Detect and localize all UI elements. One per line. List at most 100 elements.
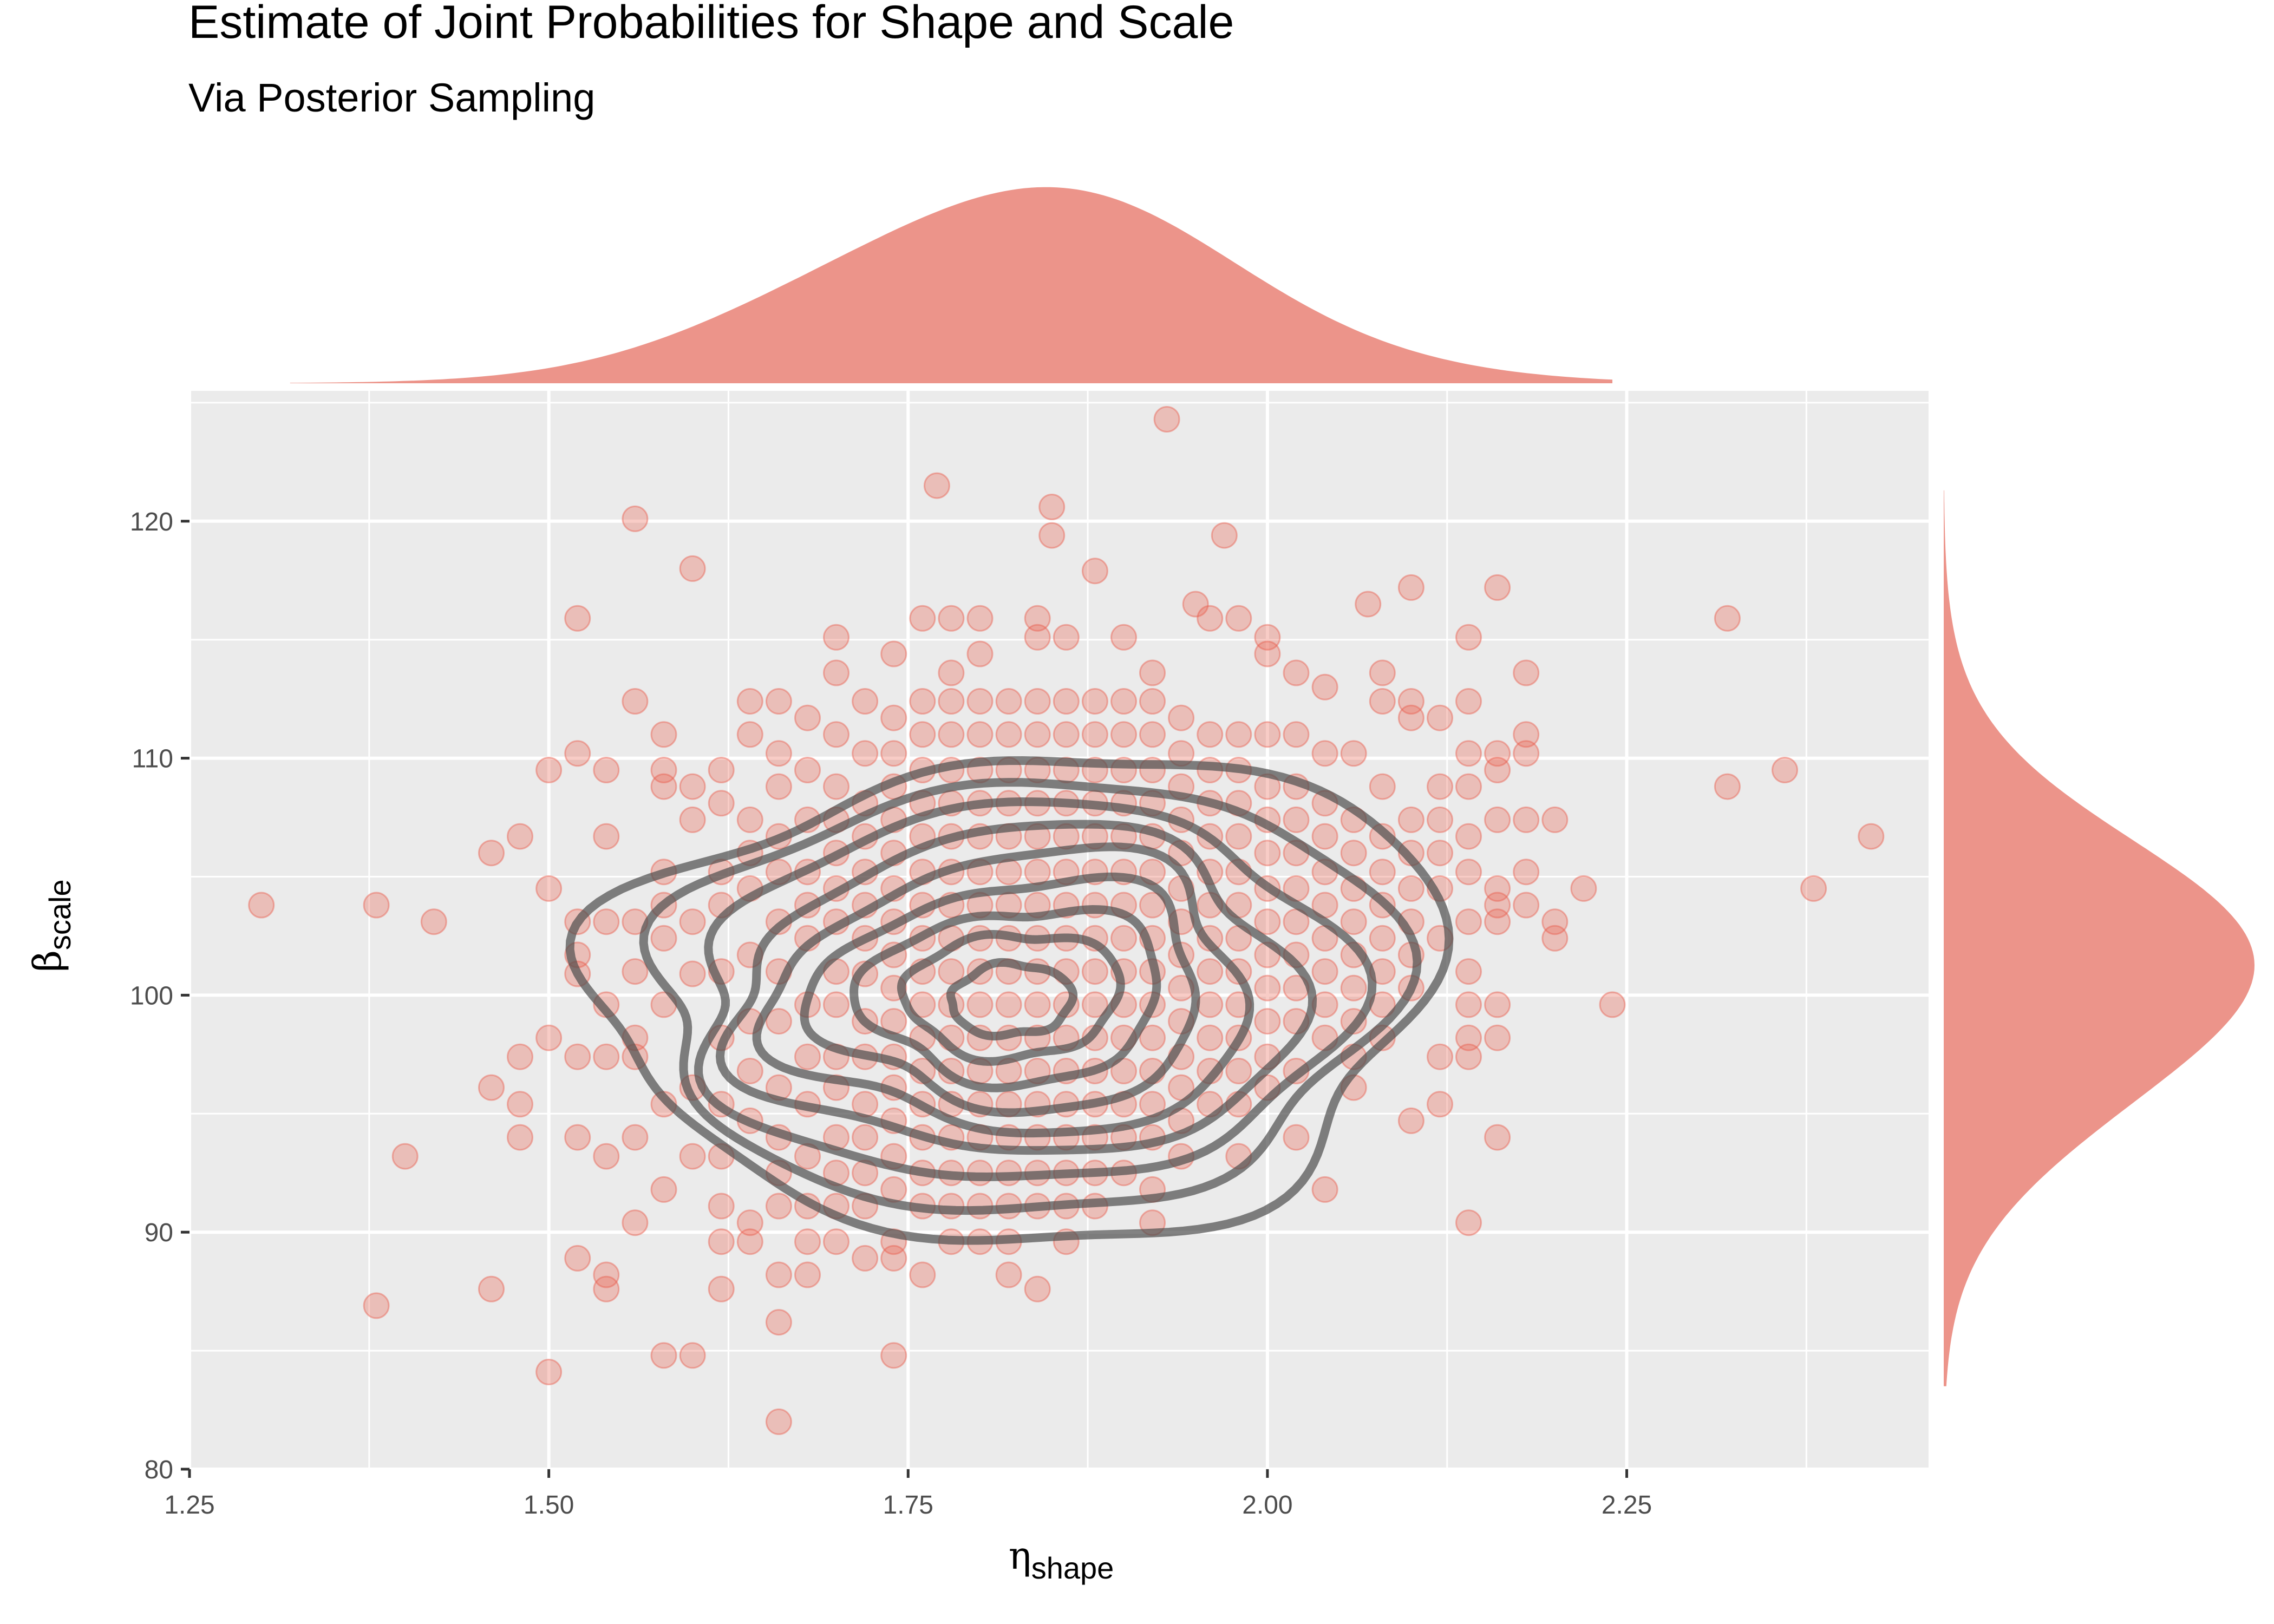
scatter-point — [1024, 605, 1051, 632]
scatter-point — [1484, 574, 1511, 601]
scatter-point — [1311, 673, 1338, 700]
scatter-point — [794, 704, 821, 731]
scatter-point — [1197, 991, 1224, 1018]
scatter-point — [1024, 624, 1051, 651]
scatter-point — [736, 721, 763, 748]
scatter-point — [938, 605, 965, 632]
scatter-point — [1455, 1043, 1482, 1070]
scatter-point — [1038, 494, 1066, 520]
scatter-point — [880, 640, 907, 667]
scatter-point — [1455, 991, 1482, 1018]
scatter-point — [765, 740, 792, 767]
scatter-point — [1427, 704, 1453, 731]
density-contour — [639, 778, 1422, 1215]
scatter-point — [909, 605, 936, 632]
scatter-point — [938, 688, 965, 715]
scatter-point — [1254, 624, 1281, 651]
scatter-point — [1340, 908, 1367, 935]
scatter-point — [1455, 823, 1482, 850]
scatter-point — [1455, 740, 1482, 767]
scatter-point — [1340, 840, 1367, 867]
scatter-point — [794, 1261, 821, 1288]
scatter-point — [1484, 875, 1511, 902]
scatter-point — [1110, 721, 1137, 748]
scatter-point — [1283, 721, 1310, 748]
density-contour — [715, 820, 1317, 1155]
scatter-point — [736, 806, 763, 833]
scatter-point — [823, 1228, 850, 1255]
scatter-point — [1369, 773, 1396, 800]
scatter-point — [1513, 892, 1540, 919]
scatter-point — [736, 1228, 763, 1255]
x-tick-label: 2.00 — [1242, 1491, 1292, 1520]
grid-lines — [188, 391, 1929, 1471]
scatter-point — [765, 1309, 792, 1336]
scatter-point — [736, 1209, 763, 1236]
scatter-point — [852, 688, 879, 715]
scatter-point — [1254, 840, 1281, 867]
scatter-point — [507, 823, 533, 850]
scatter-point — [708, 1228, 735, 1255]
y-axis: 80 90 100 110 120 — [130, 508, 190, 1484]
scatter-point — [1858, 823, 1885, 850]
scatter-point — [880, 704, 907, 731]
scatter-point — [1139, 721, 1166, 748]
scatter-point — [564, 740, 591, 767]
scatter-point — [1513, 740, 1540, 767]
scatter-point — [622, 958, 649, 985]
scatter-point — [1541, 925, 1569, 952]
scatter-point — [478, 1275, 505, 1302]
scatter-point — [708, 1275, 735, 1302]
scatter-point — [679, 806, 706, 833]
scatter-point — [794, 1228, 821, 1255]
scatter-point — [1340, 974, 1367, 1001]
scatter-point — [679, 773, 706, 800]
scatter-point — [679, 1143, 706, 1170]
scatter-point — [507, 1091, 533, 1118]
scatter-point — [593, 908, 620, 935]
scatter-point — [1427, 1043, 1453, 1070]
scatter-point — [391, 1143, 419, 1170]
scatter-point — [1311, 958, 1338, 985]
scatter-point — [679, 1342, 706, 1369]
scatter-point — [248, 892, 275, 919]
scatter-point — [1427, 773, 1453, 800]
scatter-point — [1197, 1024, 1224, 1051]
scatter-point — [1484, 1124, 1511, 1151]
scatter-point — [1513, 859, 1540, 886]
scatter-point — [1139, 659, 1166, 686]
x-axis-title-sub: shape — [1031, 1551, 1114, 1585]
scatter-point — [1197, 958, 1224, 985]
scatter-point — [1800, 875, 1827, 902]
scatter-point — [938, 659, 965, 686]
scatter-point — [1484, 740, 1511, 767]
scatter-point — [679, 555, 706, 582]
scatter-point — [794, 1043, 821, 1070]
scatter-point — [363, 1292, 390, 1319]
scatter-point — [1283, 1124, 1310, 1151]
scatter-point — [1772, 757, 1798, 783]
scatter-point — [593, 1043, 620, 1070]
scatter-point — [1225, 721, 1252, 748]
scatter-point — [1455, 1209, 1482, 1236]
y-tick-label: 110 — [132, 745, 173, 774]
scatter-point — [1024, 721, 1051, 748]
scatter-point — [1484, 892, 1511, 919]
scatter-point — [1254, 908, 1281, 935]
scatter-point — [1369, 859, 1396, 886]
scatter-point — [1168, 704, 1195, 731]
y-axis-title: βscale — [25, 879, 77, 972]
scatter-point — [1397, 806, 1424, 833]
scatter-point — [1397, 704, 1424, 731]
scatter-point — [823, 991, 850, 1018]
scatter-point — [1053, 721, 1080, 748]
scatter-point — [1455, 958, 1482, 985]
scatter-point — [622, 505, 649, 532]
scatter-point — [593, 1275, 620, 1302]
density-contours — [565, 756, 1454, 1245]
scatter-point — [679, 908, 706, 935]
scatter-point — [1225, 605, 1252, 632]
scatter-point — [564, 605, 591, 632]
scatter-point — [765, 1193, 792, 1220]
